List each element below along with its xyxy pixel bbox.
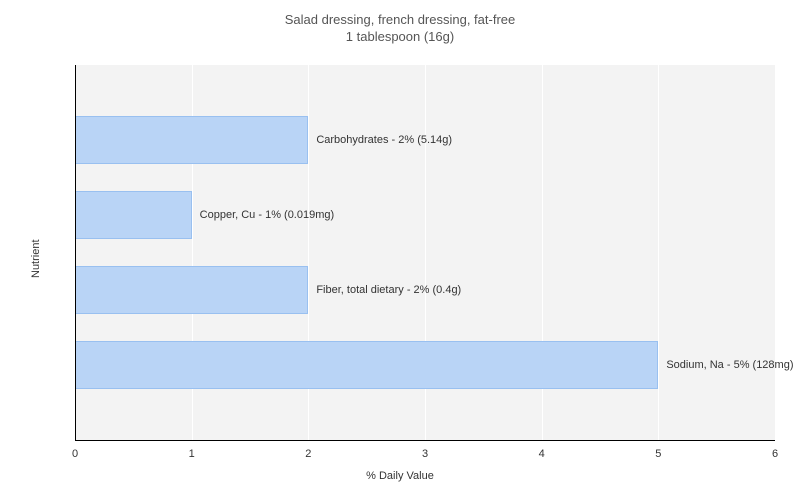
bar (75, 266, 308, 315)
x-tick-label: 5 (655, 448, 661, 460)
x-tick-label: 4 (539, 448, 545, 460)
title-line-1: Salad dressing, french dressing, fat-fre… (0, 12, 800, 29)
bar (75, 191, 192, 240)
y-axis-label: Nutrient (30, 239, 42, 278)
bar-label: Sodium, Na - 5% (128mg) (666, 359, 793, 371)
chart-title: Salad dressing, french dressing, fat-fre… (0, 12, 800, 46)
gridline (658, 65, 659, 440)
bar (75, 341, 658, 390)
plot-area: Carbohydrates - 2% (5.14g) Copper, Cu - 1… (75, 65, 775, 440)
bar-label: Fiber, total dietary - 2% (0.4g) (316, 284, 461, 296)
x-tick-label: 6 (772, 448, 778, 460)
y-axis-line (75, 65, 76, 440)
x-tick-label: 3 (422, 448, 428, 460)
x-tick-label: 2 (305, 448, 311, 460)
nutrition-bar-chart: Salad dressing, french dressing, fat-fre… (0, 0, 800, 500)
bar-label: Carbohydrates - 2% (5.14g) (316, 134, 452, 146)
bar (75, 116, 308, 165)
x-tick-label: 1 (189, 448, 195, 460)
x-axis-line (75, 440, 775, 441)
x-tick-label: 0 (72, 448, 78, 460)
gridline (775, 65, 776, 440)
title-line-2: 1 tablespoon (16g) (0, 29, 800, 46)
bar-label: Copper, Cu - 1% (0.019mg) (200, 209, 335, 221)
x-axis-label: % Daily Value (0, 470, 800, 482)
